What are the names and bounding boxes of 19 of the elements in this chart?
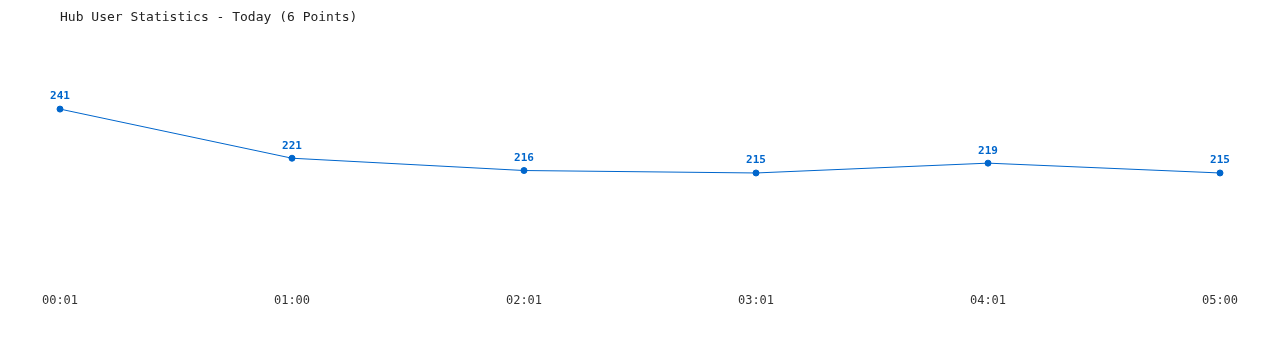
x-tick-label: 05:00 [1201,292,1239,307]
point [520,167,528,175]
x-tick-label: 01:00 [273,292,311,307]
point [56,105,64,113]
point [1216,169,1224,177]
data-label: 221 [282,138,303,152]
point [288,154,296,162]
data-label: 215 [1210,153,1230,167]
x-tick-label: 04:01 [969,292,1007,307]
point [984,159,992,167]
data-label: 219 [978,143,998,157]
data-label: 215 [746,153,766,167]
data-label: 216 [514,150,535,164]
data-label: 241 [50,89,71,103]
x-tick-label: 02:01 [505,292,543,307]
x-tick-label: 03:01 [737,292,775,307]
x-tick-label: 00:01 [41,292,79,307]
point [752,169,760,177]
chart-title: Hub User Statistics - Today (6 Points) [60,9,358,25]
